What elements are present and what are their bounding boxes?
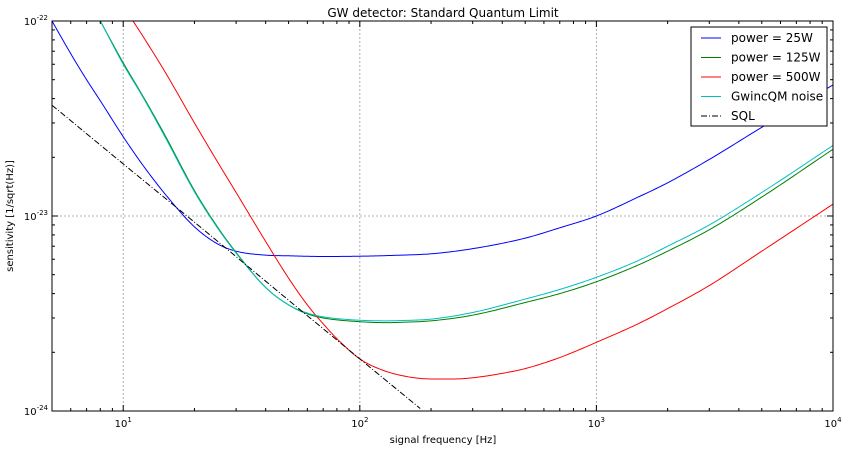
x-tick-exponent: 3 bbox=[601, 416, 605, 424]
chart-title: GW detector: Standard Quantum Limit bbox=[327, 6, 559, 20]
x-tick-label: 104 bbox=[824, 416, 842, 430]
y-tick-exponent: -24 bbox=[37, 404, 49, 412]
legend: power = 25W power = 125W power = 500W Gwinc… bbox=[690, 26, 828, 127]
x-tick-base: 10 bbox=[115, 419, 128, 430]
series-line bbox=[52, 21, 833, 257]
x-tick-labels: 101 102 103 104 bbox=[115, 416, 843, 430]
x-tick-base: 10 bbox=[824, 419, 837, 430]
ticks bbox=[52, 20, 834, 412]
y-tick-exponent: -22 bbox=[37, 14, 48, 22]
series-line bbox=[132, 21, 833, 380]
x-tick-label: 101 bbox=[115, 416, 132, 430]
x-tick-base: 10 bbox=[351, 419, 364, 430]
x-tick-label: 103 bbox=[588, 416, 605, 430]
y-tick-base: 10 bbox=[24, 17, 37, 28]
x-tick-base: 10 bbox=[588, 419, 601, 430]
legend-label: power = 500W bbox=[731, 70, 821, 84]
legend-label: SQL bbox=[731, 109, 755, 123]
y-tick-exponent: -23 bbox=[37, 209, 48, 217]
x-tick-exponent: 2 bbox=[364, 416, 368, 424]
grid bbox=[52, 21, 833, 411]
y-axis-label: sensitivity [1/sqrt(Hz)] bbox=[5, 160, 16, 272]
y-tick-label: 10-23 bbox=[24, 209, 48, 223]
legend-label: power = 125W bbox=[731, 51, 821, 65]
y-tick-label: 10-24 bbox=[24, 404, 49, 418]
series-line bbox=[99, 21, 833, 322]
legend-label: GwincQM noise bbox=[731, 90, 823, 104]
y-tick-base: 10 bbox=[24, 212, 37, 223]
x-tick-label: 102 bbox=[351, 416, 368, 430]
x-tick-exponent: 4 bbox=[837, 416, 842, 424]
series-layer bbox=[52, 21, 833, 409]
series-line bbox=[99, 21, 833, 324]
legend-label: power = 25W bbox=[731, 31, 813, 45]
x-tick-exponent: 1 bbox=[127, 416, 131, 424]
y-tick-label: 10-22 bbox=[24, 14, 48, 28]
y-tick-base: 10 bbox=[24, 407, 37, 418]
x-axis-label: signal frequency [Hz] bbox=[390, 435, 497, 446]
series-line bbox=[52, 104, 421, 409]
